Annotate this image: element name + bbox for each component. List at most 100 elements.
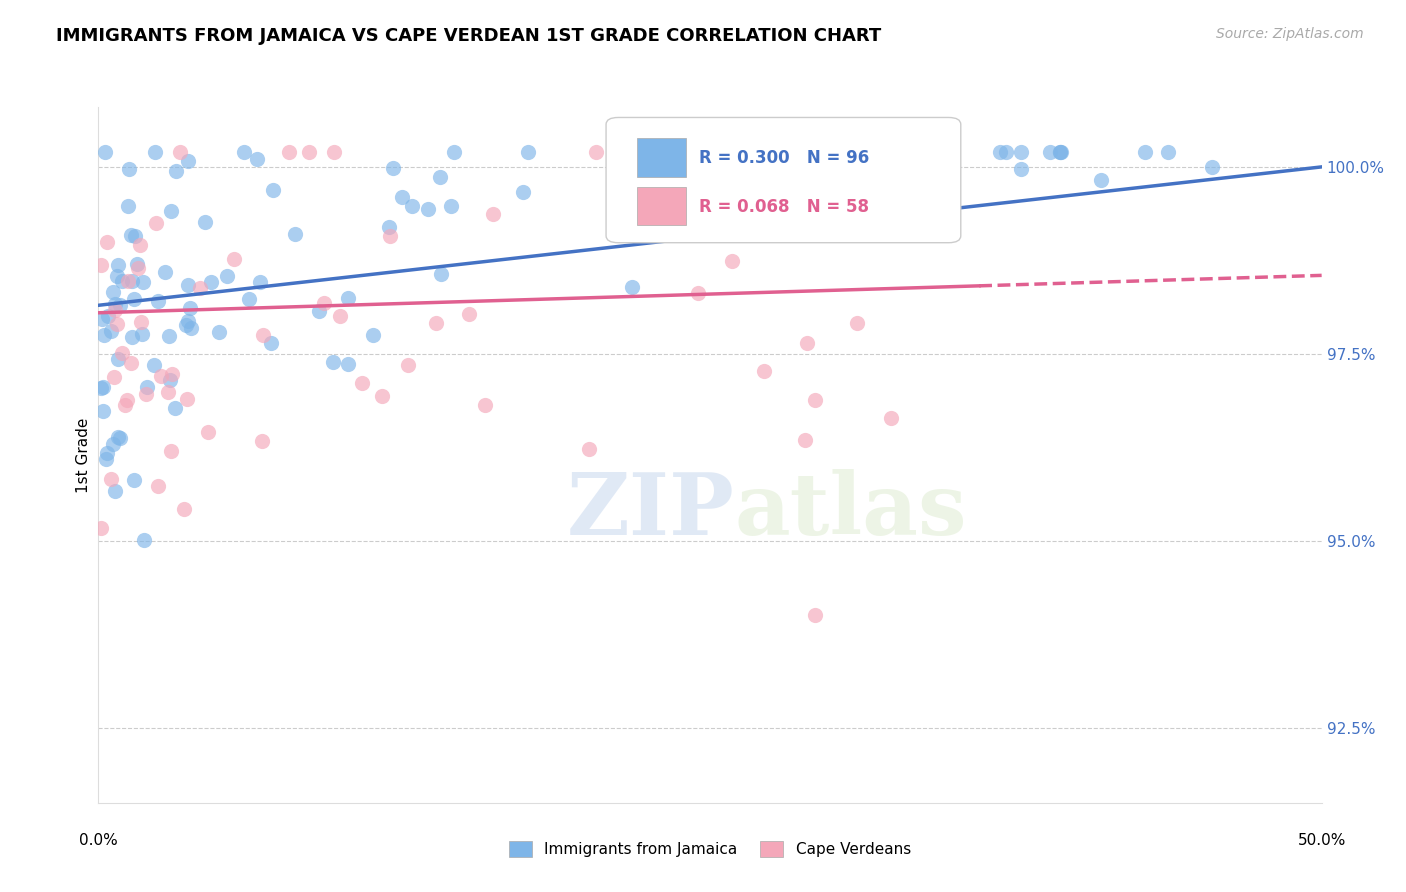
Point (770, 209, 793, 223)
Point (880, 411, 903, 425)
Point (117, 274, 139, 288)
Point (391, 189, 413, 203)
Point (988, 145, 1011, 159)
Point (233, 145, 256, 159)
Point (853, 145, 876, 159)
Point (846, 316, 869, 330)
Point (329, 310, 352, 324)
Point (1010, 161, 1032, 176)
Point (378, 228, 401, 243)
Point (163, 401, 186, 415)
Point (145, 216, 167, 230)
Point (1090, 172, 1112, 186)
Point (149, 368, 172, 383)
Point (440, 199, 463, 213)
Point (250, 434, 273, 448)
Point (1049, 145, 1071, 159)
Point (804, 392, 827, 407)
Point (396, 358, 419, 372)
Point (371, 389, 394, 403)
Point (863, 178, 886, 192)
Point (160, 367, 183, 381)
Point (157, 329, 180, 343)
Point (443, 145, 465, 159)
Point (132, 275, 155, 289)
Point (724, 156, 747, 170)
Point (124, 229, 146, 244)
Point (640, 145, 662, 159)
Point (197, 425, 219, 439)
Point (120, 228, 142, 243)
Point (252, 328, 274, 343)
Point (298, 145, 321, 159)
Point (1201, 160, 1223, 174)
FancyBboxPatch shape (637, 187, 686, 226)
Point (121, 274, 143, 288)
Point (578, 442, 600, 457)
Point (1049, 145, 1071, 159)
Point (425, 316, 447, 330)
Point (103, 370, 125, 384)
Point (995, 145, 1018, 159)
Point (100, 472, 122, 486)
Point (278, 145, 301, 159)
Point (378, 219, 401, 234)
Point (350, 376, 373, 391)
Point (105, 318, 128, 332)
Point (634, 145, 657, 159)
Point (125, 257, 148, 271)
Legend: Immigrants from Jamaica, Cape Verdeans: Immigrants from Jamaica, Cape Verdeans (502, 833, 918, 864)
Point (142, 359, 165, 373)
Point (107, 430, 129, 444)
Point (91, 403, 114, 417)
Point (336, 291, 359, 305)
Point (382, 161, 405, 175)
Point (107, 352, 129, 367)
Point (361, 328, 384, 343)
Point (104, 302, 127, 317)
Point (401, 198, 423, 212)
Point (90, 382, 112, 396)
Point (482, 207, 505, 221)
Point (129, 238, 152, 252)
Point (222, 252, 245, 266)
Point (120, 355, 142, 369)
Point (621, 280, 644, 294)
Point (430, 267, 453, 281)
Point (323, 145, 346, 159)
FancyBboxPatch shape (637, 138, 686, 177)
Point (155, 265, 177, 279)
Point (148, 479, 170, 493)
Point (190, 280, 212, 294)
Point (129, 315, 152, 329)
Point (754, 364, 776, 378)
Text: R = 0.300   N = 96: R = 0.300 N = 96 (699, 149, 869, 167)
Point (853, 168, 876, 182)
Point (793, 434, 815, 448)
Point (284, 227, 307, 242)
Point (108, 298, 131, 312)
Point (122, 473, 145, 487)
Point (94, 451, 117, 466)
Point (107, 259, 129, 273)
Point (194, 215, 217, 229)
Point (134, 533, 156, 547)
Point (103, 285, 125, 300)
Point (159, 373, 181, 387)
Point (585, 145, 607, 159)
Point (104, 483, 127, 498)
Point (173, 502, 195, 516)
Point (796, 336, 818, 351)
Point (111, 346, 134, 360)
Point (177, 153, 200, 168)
Point (121, 330, 143, 344)
Point (1157, 145, 1180, 159)
Point (122, 292, 145, 306)
Point (115, 392, 138, 407)
Point (457, 307, 479, 321)
Point (90, 311, 112, 326)
Point (157, 384, 180, 399)
Point (176, 392, 198, 406)
Point (97, 310, 120, 324)
Point (925, 145, 948, 159)
